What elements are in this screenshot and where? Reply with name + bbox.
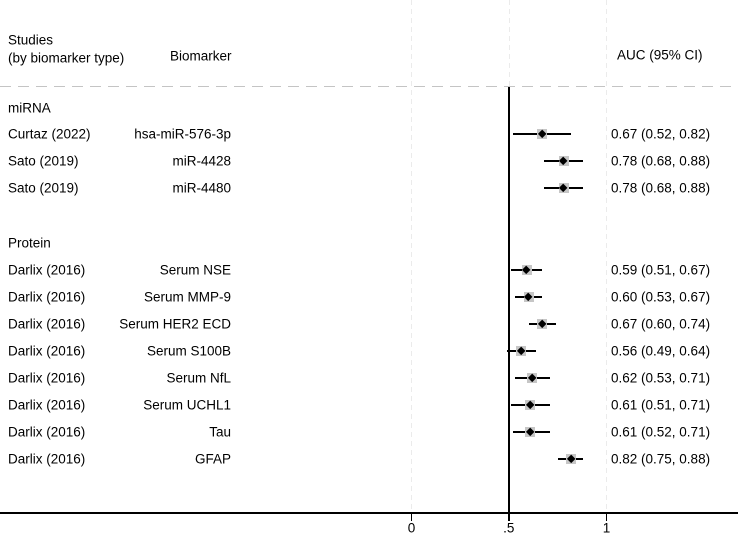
reference-line (508, 87, 510, 513)
auc-value: 0.61 (0.52, 0.71) (611, 424, 711, 440)
header-separator-line (0, 86, 738, 87)
study-label: Darlix (2016) (8, 397, 86, 413)
gridline-0 (411, 0, 412, 513)
study-label: Curtaz (2022) (8, 126, 91, 142)
auc-value: 0.67 (0.60, 0.74) (611, 316, 711, 332)
x-tick-label-05: .5 (503, 520, 515, 536)
auc-value: 0.62 (0.53, 0.71) (611, 370, 711, 386)
studies-header-line2: (by biomarker type) (8, 50, 125, 65)
study-label: Darlix (2016) (8, 289, 86, 305)
auc-value: 0.56 (0.49, 0.64) (611, 343, 711, 359)
auc-value: 0.61 (0.51, 0.71) (611, 397, 711, 413)
auc-value: 0.67 (0.52, 0.82) (611, 126, 711, 142)
biomarker-label: hsa-miR-576-3p (134, 126, 231, 142)
auc-value: 0.78 (0.68, 0.88) (611, 180, 711, 196)
x-tick-label-1: 1 (602, 520, 611, 536)
study-label: Darlix (2016) (8, 343, 86, 359)
study-label: Sato (2019) (8, 153, 79, 169)
group-label: Protein (8, 235, 51, 251)
x-tick-1 (605, 513, 608, 521)
x-axis-line (0, 512, 738, 514)
biomarker-label: Serum UCHL1 (143, 397, 231, 413)
auc-value: 0.60 (0.53, 0.67) (611, 289, 711, 305)
auc-value: 0.59 (0.51, 0.67) (611, 262, 711, 278)
biomarker-label: Tau (209, 424, 231, 440)
study-label: Darlix (2016) (8, 370, 86, 386)
auc-value: 0.82 (0.75, 0.88) (611, 451, 711, 467)
group-label: miRNA (8, 100, 51, 116)
x-tick-label-0: 0 (407, 520, 416, 536)
x-tick-0 (410, 513, 413, 521)
biomarker-column-header: Biomarker (170, 48, 232, 64)
studies-header-line1: Studies (8, 32, 54, 48)
biomarker-label: Serum NSE (159, 262, 231, 278)
study-label: Darlix (2016) (8, 424, 86, 440)
gridline-1 (606, 0, 607, 513)
study-label: Sato (2019) (8, 180, 79, 196)
x-tick-05 (508, 513, 510, 521)
biomarker-label: GFAP (194, 451, 231, 467)
study-label: Darlix (2016) (8, 262, 86, 278)
auc-column-header: AUC (95% CI) (617, 47, 703, 63)
biomarker-label: Serum NfL (166, 370, 231, 386)
biomarker-label: Serum MMP-9 (143, 289, 231, 305)
biomarker-label: Serum S100B (146, 343, 231, 359)
biomarker-label: miR-4428 (172, 153, 231, 169)
biomarker-label: Serum HER2 ECD (119, 316, 231, 332)
studies-column-header: Studies (by biomarker type) (8, 32, 124, 67)
study-label: Darlix (2016) (8, 451, 86, 467)
auc-value: 0.78 (0.68, 0.88) (611, 153, 711, 169)
study-label: Darlix (2016) (8, 316, 86, 332)
biomarker-label: miR-4480 (172, 180, 231, 196)
